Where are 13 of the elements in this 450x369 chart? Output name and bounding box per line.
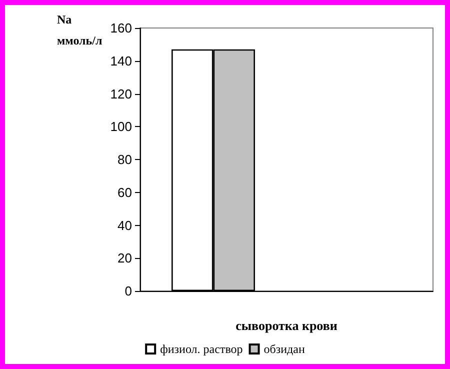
y-tick-label: 40 bbox=[118, 218, 132, 233]
y-tick-label: 120 bbox=[110, 86, 132, 102]
y-tick-label: 0 bbox=[124, 284, 132, 298]
legend-label: физиол. раствор bbox=[160, 342, 243, 356]
y-tick-label: 100 bbox=[110, 119, 132, 134]
legend-label: обзидан bbox=[264, 342, 306, 356]
y-tick-label: 20 bbox=[118, 250, 132, 266]
y-tick-label: 60 bbox=[118, 184, 132, 200]
y-axis-title: Na ммоль/л bbox=[57, 12, 102, 48]
y-tick-label: 140 bbox=[110, 53, 132, 68]
y-tick-label: 160 bbox=[110, 20, 132, 36]
x-axis-title: сыворотка крови bbox=[236, 318, 338, 333]
y-tick-label: 80 bbox=[118, 152, 132, 167]
